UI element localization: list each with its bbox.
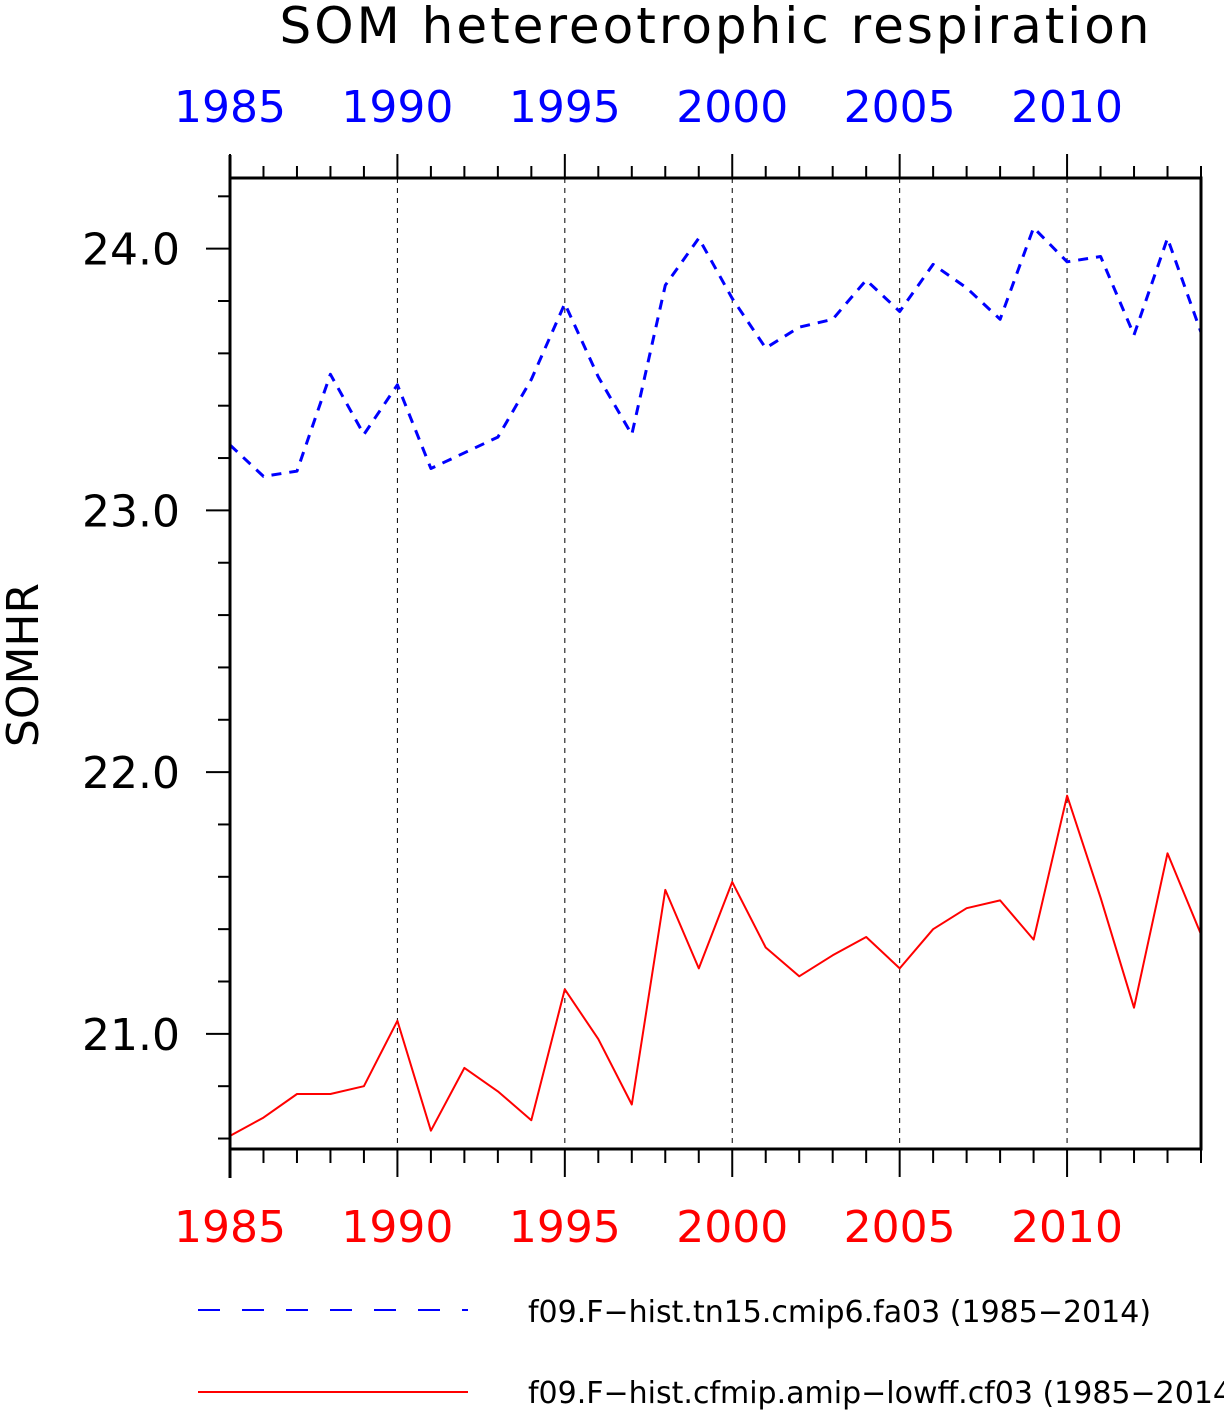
top-x-tick-label: 2005 [844, 82, 956, 133]
chart-title: SOM hetereotrophic respiration [280, 0, 1153, 55]
bottom-x-tick-label: 1985 [174, 1202, 286, 1253]
y-tick-label: 21.0 [82, 1010, 180, 1061]
bottom-x-tick-label: 2000 [676, 1202, 788, 1253]
y-axis-label: SOMHR [0, 583, 49, 747]
legend: f09.F−hist.tn15.cmip6.fa03 (1985−2014) f… [198, 1295, 1224, 1410]
series-line-blue [228, 226, 1203, 478]
bottom-x-tick-label: 2010 [1011, 1202, 1123, 1253]
legend-label-red: f09.F−hist.cfmip.amip−lowff.cf03 (1985−2… [528, 1376, 1224, 1410]
axis-ticks [206, 154, 1202, 1178]
plot-frame [228, 176, 1203, 1151]
y-tick-label: 22.0 [82, 748, 180, 799]
grid-lines [396, 178, 1068, 1149]
series-lines [228, 226, 1203, 1137]
bottom-x-tick-labels: 1985 1990 1995 2000 2005 2010 [174, 1202, 1123, 1253]
top-x-tick-label: 1995 [509, 82, 621, 133]
bottom-x-tick-label: 1990 [341, 1202, 453, 1253]
y-tick-label: 24.0 [82, 225, 180, 276]
y-tick-labels: 21.0 22.0 23.0 24.0 [82, 225, 180, 1061]
top-x-tick-labels: 1985 1990 1995 2000 2005 2010 [174, 82, 1123, 133]
series-line-red [229, 794, 1202, 1137]
legend-label-blue: f09.F−hist.tn15.cmip6.fa03 (1985−2014) [528, 1295, 1151, 1330]
top-x-tick-label: 2000 [676, 82, 788, 133]
top-x-tick-label: 1985 [174, 82, 286, 133]
bottom-x-tick-label: 2005 [844, 1202, 956, 1253]
bottom-x-tick-label: 1995 [509, 1202, 621, 1253]
top-x-tick-label: 1990 [341, 82, 453, 133]
top-x-tick-label: 2010 [1011, 82, 1123, 133]
y-tick-label: 23.0 [82, 486, 180, 537]
